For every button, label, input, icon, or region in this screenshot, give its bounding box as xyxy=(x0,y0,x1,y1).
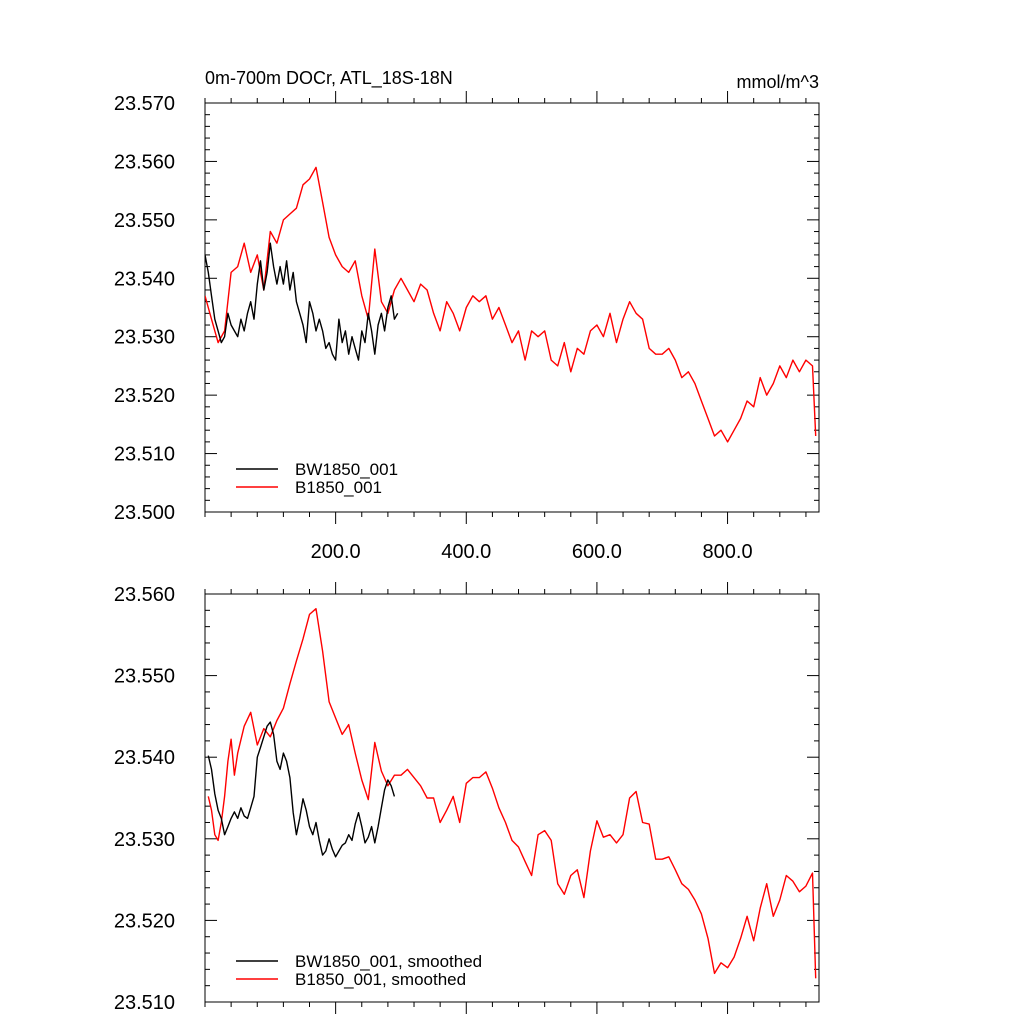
y-tick-label: 23.560 xyxy=(114,584,175,606)
plot-frame xyxy=(204,102,820,513)
y-tick-label: 23.570 xyxy=(114,93,175,115)
series-line-b1850-001-smoothed xyxy=(207,608,817,979)
y-tick-label: 23.520 xyxy=(114,385,175,407)
x-tick-label: 600.0 xyxy=(572,541,622,563)
legend-label: B1850_001 xyxy=(295,478,382,497)
y-tick-label: 23.530 xyxy=(114,829,175,851)
y-tick-label: 23.560 xyxy=(114,151,175,173)
x-tick-label: 400.0 xyxy=(441,541,491,563)
series-line-bw1850-001 xyxy=(205,242,399,361)
panel-top: 0m-700m DOCr, ATL_18S-18N mmol/m^3 23.500 2… xyxy=(114,68,820,563)
y-tick-label: 23.500 xyxy=(114,502,175,524)
legend-label: BW1850_001 xyxy=(295,460,398,479)
legend-label: B1850_001, smoothed xyxy=(295,970,466,989)
chart-title: 0m-700m DOCr, ATL_18S-18N xyxy=(205,68,453,89)
series-line-b1850-001 xyxy=(205,166,817,443)
y-tick-label: 23.540 xyxy=(114,747,175,769)
y-tick-label: 23.540 xyxy=(114,268,175,290)
x-tick-label: 200.0 xyxy=(311,541,361,563)
y-tick-label: 23.530 xyxy=(114,327,175,349)
units-label: mmol/m^3 xyxy=(737,72,819,92)
y-tick-label: 23.520 xyxy=(114,910,175,932)
legend-label: BW1850_001, smoothed xyxy=(295,952,482,971)
plot-frame xyxy=(204,593,820,1003)
y-tick-label: 23.510 xyxy=(114,444,175,466)
y-tick-label: 23.510 xyxy=(114,992,175,1014)
y-tick-label: 23.550 xyxy=(114,210,175,232)
series-line-bw1850-001-smoothed xyxy=(207,721,396,858)
x-tick-label: 800.0 xyxy=(703,541,753,563)
y-tick-label: 23.550 xyxy=(114,666,175,688)
panel-bottom: 23.510 23.520 23.530 23.540 23.550 23.560 BW18… xyxy=(114,582,820,1014)
